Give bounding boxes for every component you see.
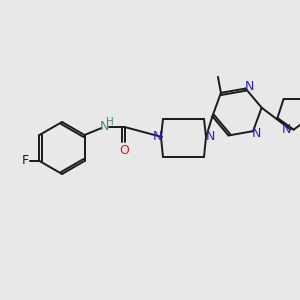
Text: N: N [152, 130, 162, 143]
Text: N: N [251, 127, 261, 140]
Text: N: N [205, 130, 215, 143]
Text: O: O [120, 143, 130, 157]
Text: N: N [100, 121, 109, 134]
Text: H: H [106, 117, 113, 127]
Text: F: F [22, 154, 29, 167]
Text: N: N [282, 123, 291, 136]
Text: N: N [245, 80, 254, 93]
